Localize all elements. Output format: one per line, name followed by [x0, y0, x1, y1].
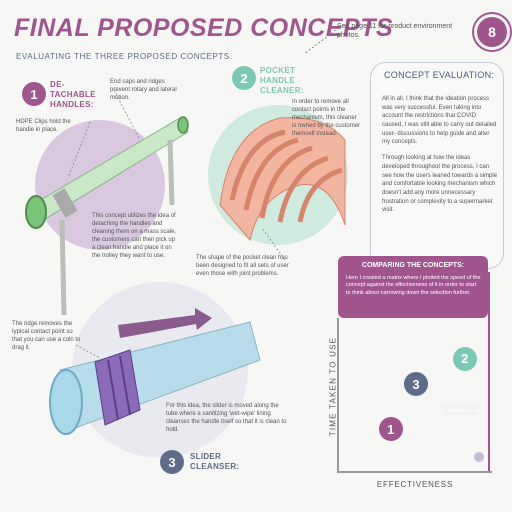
- matrix-x-label: EFFECTIVENESS: [376, 480, 454, 489]
- concept2-label: POCKET HANDLE CLEANER:: [260, 66, 304, 95]
- concept3-leader-line: [75, 344, 101, 359]
- matrix-point-3: 3: [403, 372, 428, 396]
- matrix-y-label: TIME TAKEN TO USE: [328, 336, 338, 437]
- concept1-number-badge: 1: [22, 82, 46, 106]
- concept3-description: For this idea, the slider is moved along…: [166, 403, 287, 434]
- matrix-x-axis: [337, 471, 492, 473]
- evaluation-paragraph: Through looking at how the ideas develop…: [382, 155, 498, 214]
- concept3-number-badge: 3: [160, 450, 184, 474]
- perfect-position-label: 'Perfect' Product Position Here: [440, 404, 481, 418]
- page-number-badge: 8: [474, 14, 510, 50]
- evaluation-body: All in all, I think that the ideation pr…: [382, 95, 498, 222]
- concept1-clips-note: HDPE Clips hold the handle in place.: [16, 119, 71, 134]
- arrow-icon: [118, 308, 212, 338]
- concept1-leader-line: [113, 89, 141, 141]
- concept2-shape-note: The shape of the pocket clean has been d…: [196, 255, 289, 278]
- matrix-point-2: 2: [452, 346, 477, 371]
- evaluation-paragraph: All in all, I think that the ideation pr…: [382, 96, 497, 146]
- matrix-y-axis: [337, 318, 339, 473]
- page-subtitle: EVALUATING THE THREE PROPOSED CONCEPTS.: [16, 52, 233, 61]
- evaluation-title: CONCEPT EVALUATION:: [384, 70, 495, 80]
- comparison-text: Here I created a matrix where I plotted …: [346, 275, 481, 296]
- evaluation-box: [370, 62, 504, 269]
- comparison-header: [338, 256, 488, 318]
- concept2-leader-line: [261, 227, 286, 261]
- concept3-label: SLIDER CLEANSER:: [190, 452, 240, 471]
- concept1-label: DE-TACHABLE HANDLES:: [50, 80, 96, 109]
- matrix-frame-line: [488, 272, 490, 472]
- concept3-slider-illustration: [49, 321, 261, 435]
- page-note: See page 11 for product environment phot…: [337, 23, 453, 40]
- concept1-handle-illustration: [25, 116, 189, 316]
- concept2-mechanism-note: In order to remove all contact points in…: [292, 99, 361, 138]
- matrix-point-1: 1: [378, 417, 403, 441]
- concept1-end-caps-note: End caps and ridges prevent rotary and l…: [110, 79, 177, 102]
- concept1-description: This concept utilizes the idea of detach…: [92, 213, 177, 260]
- comparison-title: COMPARING THE CONCEPTS:: [361, 262, 465, 269]
- page-title: FINAL PROPOSED CONCEPTS: [14, 14, 394, 42]
- concept2-cleaner-illustration: [219, 117, 346, 242]
- concept3-ridge-note: The ridge removes the typical contact po…: [12, 321, 81, 352]
- concept2-number-badge: 2: [232, 66, 256, 90]
- leader-line-icon: [303, 29, 337, 55]
- perfect-position-marker: [474, 452, 484, 462]
